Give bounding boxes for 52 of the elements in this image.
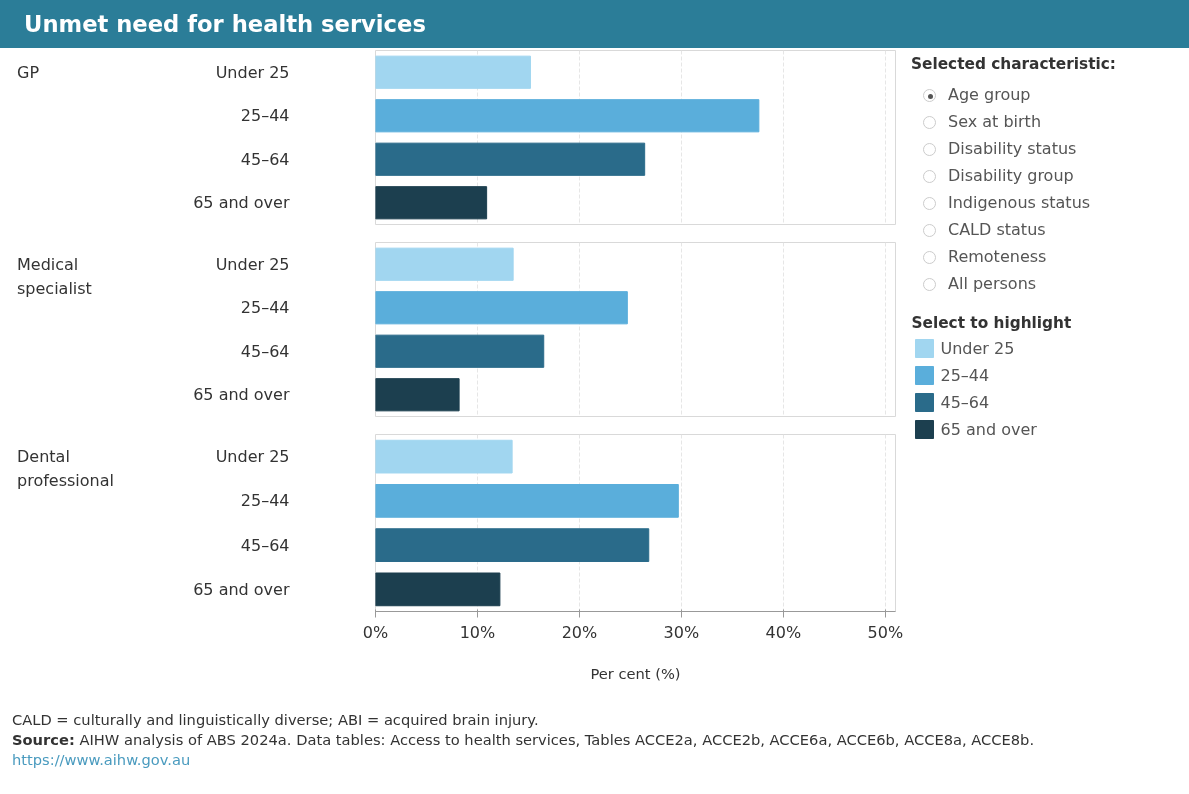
y-tick-label: 25–44 [240,491,290,511]
category-label: Disability group [948,164,1074,187]
bar [375,484,679,518]
text: Selected characteristic: [911,54,1116,75]
chart-title: Unmet need for health services [24,10,426,39]
x-tick-label: 30% [663,622,700,642]
category-label: 65 and over [940,420,1038,439]
y-tick-label: 45–64 [240,341,290,361]
bar [375,186,488,220]
bar [375,334,545,368]
bar [375,572,501,607]
bar [375,99,760,133]
text: https://www.aihw.gov.au [12,750,191,770]
x-axis-title: Per cent (%) [590,664,681,682]
category-label: Remoteness [948,245,1047,268]
y-tick-label: 45–64 [240,149,290,169]
bar [375,142,646,176]
category-label: CALD status [948,218,1046,241]
x-tick-label: 10% [459,622,496,642]
y-tick-label: 65 and over [193,193,290,213]
y-tick-label: 25–44 [240,298,290,318]
x-tick-label: 50% [867,622,904,642]
y-tick-label: 65 and over [193,385,290,405]
bar [375,439,513,474]
y-axis-title: Dental professional [17,446,115,492]
y-tick-label: Under 25 [215,447,290,467]
text: CALD = culturally and linguistically diverse; ABI = acquired brain injury. [12,710,539,730]
x-tick-label: 40% [765,622,802,642]
bar [375,378,460,412]
x-tick-label: 0% [362,622,389,642]
category-label: 25–44 [940,366,990,385]
category-label: Disability status [948,137,1077,160]
category-label: Age group [948,83,1031,106]
y-tick-label: Under 25 [215,254,290,274]
y-tick-label: 45–64 [240,535,290,555]
source-note: Source: AIHW analysis of ABS 2024a. Data tables: Access to health services, Tables ACCE2a, ACCE2b, ACCE6a, ACCE6b, ACCE8a, ACCE8b. [12,730,1035,750]
text: Select to highlight [911,313,1072,332]
category-label: Sex at birth [948,110,1042,133]
bar [375,291,628,325]
bar [375,528,650,562]
y-tick-label: 25–44 [240,106,290,126]
bar [375,55,531,89]
category-label: Under 25 [940,339,1015,358]
category-label: 45–64 [940,393,990,412]
y-axis-title: GP [17,62,40,84]
x-tick-label: 20% [561,622,598,642]
y-tick-label: 65 and over [193,579,290,599]
bar [375,247,514,281]
y-axis-title: Medical specialist [17,254,93,300]
category-label: All persons [948,272,1037,295]
y-tick-label: Under 25 [215,62,290,82]
category-label: Indigenous status [948,191,1091,214]
